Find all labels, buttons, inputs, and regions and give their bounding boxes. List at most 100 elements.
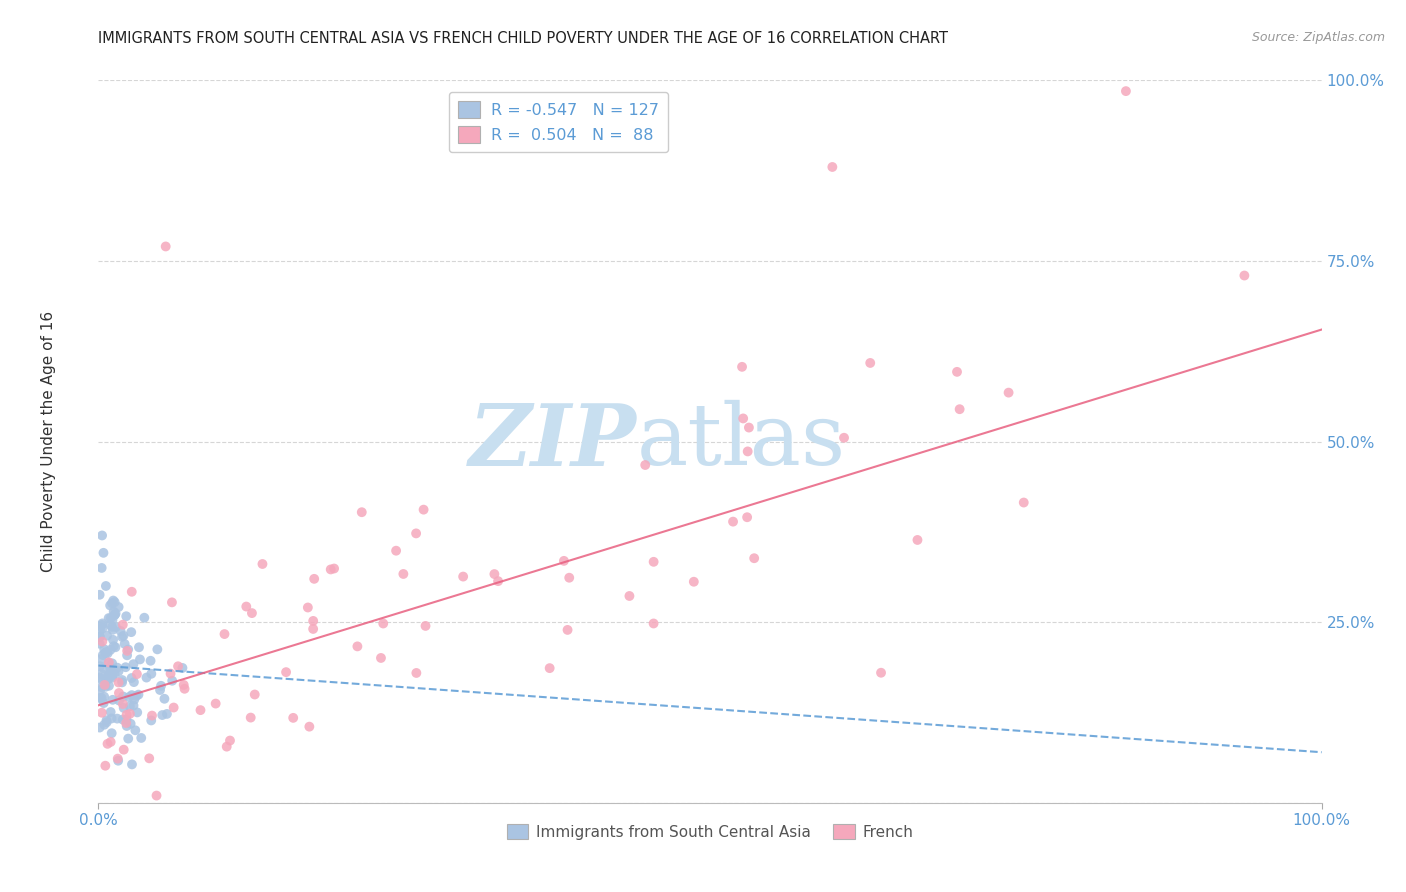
Point	[94, 646, 117, 660]
Point	[558, 571, 581, 585]
Point	[104, 640, 127, 655]
Point	[103, 593, 125, 607]
Point	[735, 510, 758, 524]
Point	[100, 611, 122, 625]
Point	[619, 589, 641, 603]
Point	[484, 567, 506, 582]
Point	[89, 637, 111, 651]
Point	[89, 670, 111, 684]
Point	[415, 619, 437, 633]
Point	[111, 697, 134, 711]
Point	[731, 359, 754, 374]
Point	[125, 689, 148, 703]
Point	[112, 742, 135, 756]
Point	[302, 614, 325, 628]
Point	[96, 645, 118, 659]
Point	[104, 667, 127, 681]
Point	[370, 651, 392, 665]
Point	[319, 562, 342, 576]
Point	[105, 712, 128, 726]
Point	[451, 569, 474, 583]
Point	[112, 701, 135, 715]
Point	[121, 757, 143, 772]
Point	[103, 639, 125, 653]
Point	[101, 596, 124, 610]
Point	[405, 526, 427, 541]
Point	[118, 690, 141, 704]
Point	[100, 735, 122, 749]
Point	[91, 616, 114, 631]
Point	[89, 721, 111, 735]
Point	[101, 657, 124, 671]
Point	[149, 683, 172, 698]
Point	[98, 665, 121, 679]
Point	[107, 754, 129, 768]
Point	[111, 675, 134, 690]
Point	[101, 632, 124, 647]
Point	[298, 720, 321, 734]
Point	[127, 706, 149, 720]
Point	[105, 661, 128, 675]
Point	[115, 713, 138, 727]
Point	[93, 662, 115, 676]
Point	[118, 699, 141, 714]
Point	[557, 623, 579, 637]
Point	[115, 609, 138, 624]
Point	[100, 667, 122, 681]
Point	[159, 666, 181, 681]
Point	[90, 690, 112, 705]
Point	[129, 731, 152, 745]
Point	[89, 691, 111, 706]
Point	[91, 634, 114, 648]
Point	[89, 659, 111, 673]
Point	[112, 629, 135, 643]
Text: Source: ZipAtlas.com: Source: ZipAtlas.com	[1251, 31, 1385, 45]
Point	[121, 688, 143, 702]
Point	[134, 611, 156, 625]
Point	[682, 574, 704, 589]
Point	[163, 700, 186, 714]
Point	[115, 648, 138, 663]
Point	[101, 671, 124, 685]
Text: IMMIGRANTS FROM SOUTH CENTRAL ASIA VS FRENCH CHILD POVERTY UNDER THE AGE OF 16 C: IMMIGRANTS FROM SOUTH CENTRAL ASIA VS FR…	[98, 31, 949, 46]
Point	[104, 595, 127, 609]
Point	[121, 584, 143, 599]
Point	[392, 566, 415, 581]
Point	[94, 758, 117, 772]
Point	[167, 659, 190, 673]
Point	[172, 661, 194, 675]
Point	[138, 751, 160, 765]
Point	[128, 640, 150, 655]
Point	[643, 555, 665, 569]
Point	[100, 705, 122, 719]
Point	[110, 624, 132, 638]
Point	[114, 660, 136, 674]
Point	[122, 675, 145, 690]
Point	[239, 710, 262, 724]
Point	[91, 621, 114, 635]
Point	[907, 533, 929, 547]
Point	[115, 719, 138, 733]
Point	[173, 678, 195, 692]
Point	[115, 644, 138, 658]
Point	[738, 420, 761, 434]
Point	[97, 611, 120, 625]
Point	[114, 637, 136, 651]
Point	[91, 648, 114, 662]
Point	[90, 652, 112, 666]
Point	[111, 673, 134, 687]
Point	[215, 739, 238, 754]
Point	[350, 505, 373, 519]
Point	[100, 665, 122, 680]
Point	[104, 607, 127, 621]
Point	[302, 572, 325, 586]
Point	[141, 714, 163, 728]
Point	[107, 664, 129, 678]
Point	[104, 607, 127, 622]
Point	[283, 711, 305, 725]
Point	[190, 703, 212, 717]
Point	[101, 623, 124, 637]
Point	[538, 661, 561, 675]
Point	[115, 707, 138, 722]
Point	[97, 672, 120, 686]
